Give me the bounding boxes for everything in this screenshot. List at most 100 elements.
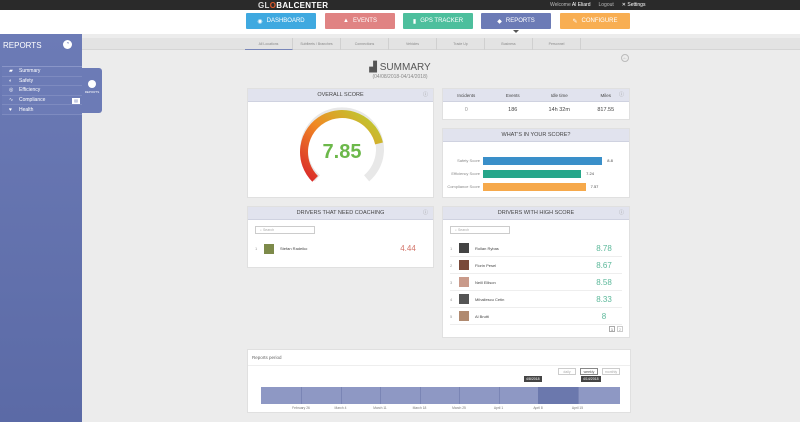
stats-panel: Incidents Events Idle time Miles ⓘ 0 186… — [442, 88, 630, 120]
health-icon: ♥ — [9, 106, 12, 113]
high-search-input[interactable]: ⌕ Search — [450, 226, 510, 234]
page-title: ▟ SUMMARY (04/08/2018-04/14/2018) — [0, 62, 800, 80]
selected-range[interactable] — [538, 387, 578, 404]
bar-label: Efficiency Score — [451, 171, 480, 176]
monthly-button[interactable]: monthly — [602, 368, 620, 375]
score-bar — [483, 182, 586, 191]
sidebar-item-health[interactable]: ♥ Health — [2, 105, 82, 115]
user-area: Welcome Al Eliard Logout ✕ Settings — [550, 2, 645, 8]
avatar — [459, 277, 469, 287]
nav-events[interactable]: ▲ EVENTS — [325, 13, 395, 29]
avatar — [459, 260, 469, 270]
top-bar: GLOBALCENTER Welcome Al Eliard Logout ✕ … — [0, 0, 800, 10]
warning-icon: ▲ — [343, 18, 349, 24]
nav-dashboard[interactable]: ◉ DASHBOARD — [246, 13, 316, 29]
panel-title: DRIVERS THAT NEED COACHING — [296, 210, 385, 216]
score-bar-row: Efficiency Score 7.24 — [443, 167, 629, 180]
tick-label: April 8 — [533, 406, 543, 410]
high-score-panel: DRIVERS WITH HIGH SCORE ⓘ ⌕ Search 1 Rolla… — [442, 206, 630, 338]
compliance-badge-icon[interactable]: ▤ — [72, 98, 80, 104]
tab-trade-up[interactable]: Trade Up — [437, 38, 485, 50]
stat-header-miles: Miles — [600, 93, 611, 98]
info-icon[interactable]: ⓘ — [422, 92, 428, 98]
nav-gps-tracker[interactable]: ▮ GPS TRACKER — [403, 13, 473, 29]
end-marker[interactable]: 4/14/2018 — [581, 376, 601, 382]
tab-all-locations[interactable]: All Locations — [245, 38, 293, 50]
period-title: Reports period — [248, 350, 630, 366]
stat-header-incidents: Incidents — [457, 93, 476, 98]
sidebar-item-safety[interactable]: ◐ Safety — [2, 77, 82, 87]
timeline-divider — [380, 387, 381, 404]
timeline-bar[interactable] — [261, 387, 620, 404]
settings-link[interactable]: ✕ Settings — [621, 2, 646, 8]
panel-title: OVERALL SCORE — [317, 92, 364, 98]
timeline-divider — [301, 387, 302, 404]
sidebar-menu: ▰ Summary ◐ Safety ◎ Efficiency ∿ Compliance… — [2, 66, 82, 115]
timeline-divider — [459, 387, 460, 404]
table-row[interactable]: 3 Neill Ellison 8.58 — [450, 274, 622, 291]
pin-icon: ▮ — [412, 18, 417, 25]
panel-title: DRIVERS WITH HIGH SCORE — [497, 210, 575, 216]
bar-value: 7.24 — [586, 171, 594, 176]
tab-business[interactable]: Business — [485, 38, 533, 50]
bar-value: 8.8 — [607, 158, 613, 163]
table-row[interactable]: 4 Mihailescu Cetin 8.33 — [450, 291, 622, 308]
dashboard-icon: ◉ — [257, 18, 263, 25]
sidebar-item-compliance[interactable]: ∿ Compliance — [2, 96, 82, 106]
reports-period-panel: Reports period daily weekly monthly 4/8/… — [247, 349, 631, 413]
tick-label: March 25 — [452, 406, 466, 410]
sidebar-item-summary[interactable]: ▰ Summary — [2, 67, 82, 77]
avatar — [459, 294, 469, 304]
stat-header-idle: Idle time — [550, 93, 568, 98]
info-icon[interactable]: ⓘ — [422, 210, 428, 216]
table-row[interactable]: 1 Rollan Rybas 8.78 — [450, 240, 622, 257]
tab-connections[interactable]: Connections — [341, 38, 389, 50]
nav-reports[interactable]: ◆ REPORTS — [481, 13, 551, 29]
incidents-value: 0 — [464, 107, 468, 113]
page-1-button[interactable]: 1 — [609, 326, 615, 332]
info-icon[interactable]: ⓘ — [618, 210, 624, 216]
start-marker[interactable]: 4/8/2018 — [524, 376, 542, 382]
back-icon[interactable]: ← — [621, 54, 629, 62]
pie-icon — [88, 80, 96, 88]
coaching-search-input[interactable]: ⌕ Search — [255, 226, 315, 234]
tick-label: April 1 — [493, 406, 504, 410]
logout-link[interactable]: Logout — [598, 2, 614, 8]
tick-label: March 11 — [373, 406, 387, 410]
score-bar-row: Compliance Score 7.57 — [443, 180, 629, 193]
tab-subfleets[interactable]: Subfleets / Branches — [293, 38, 341, 50]
sidebar-item-efficiency[interactable]: ◎ Efficiency — [2, 86, 82, 96]
events-value: 186 — [508, 107, 518, 113]
page-2-button[interactable]: 2 — [617, 326, 623, 332]
tick-label: April 15 — [571, 406, 584, 410]
score-bar — [483, 169, 582, 178]
bar-label: Compliance Score — [447, 184, 480, 189]
tick-label: March 18 — [412, 406, 427, 410]
reports-flyout-tab[interactable]: REPORTS — [82, 68, 102, 113]
panel-title: WHAT'S IN YOUR SCORE? — [501, 132, 571, 138]
bar-label: Safety Score — [457, 158, 480, 163]
active-indicator — [513, 30, 519, 36]
info-icon[interactable]: ⓘ — [618, 92, 624, 98]
score-breakdown-panel: WHAT'S IN YOUR SCORE? Safety Score 8.8 Eff… — [442, 128, 630, 198]
gauge: 7.85 — [300, 107, 384, 182]
tab-personnel[interactable]: Personnel — [533, 38, 581, 50]
table-row[interactable]: 5 Al Brutti 8 — [450, 308, 622, 325]
safety-icon: ◐ — [9, 77, 13, 84]
timeline-divider — [498, 387, 500, 404]
avatar — [459, 311, 469, 321]
tab-vehicles[interactable]: Vehicles — [389, 38, 437, 50]
sidebar: REPORTS ◔ ▰ Summary ◐ Safety ◎ Efficiency ∿… — [0, 34, 82, 422]
table-row[interactable]: 2 Florin Pesel 8.67 — [450, 257, 622, 274]
reports-pie-icon[interactable]: ◔ — [63, 40, 72, 49]
timeline-divider — [577, 387, 579, 404]
avatar — [459, 243, 469, 253]
daily-button[interactable]: daily — [558, 368, 576, 375]
chart-icon: ◆ — [497, 18, 502, 25]
score-bar — [483, 156, 603, 165]
nav-configure[interactable]: ✎ CONFIGURE — [560, 13, 630, 29]
gauge-fill — [300, 110, 383, 182]
sidebar-title: REPORTS — [3, 41, 42, 50]
weekly-button[interactable]: weekly — [580, 368, 598, 375]
table-row[interactable]: 1 Stefan Radeiko 4.44 — [255, 243, 416, 254]
